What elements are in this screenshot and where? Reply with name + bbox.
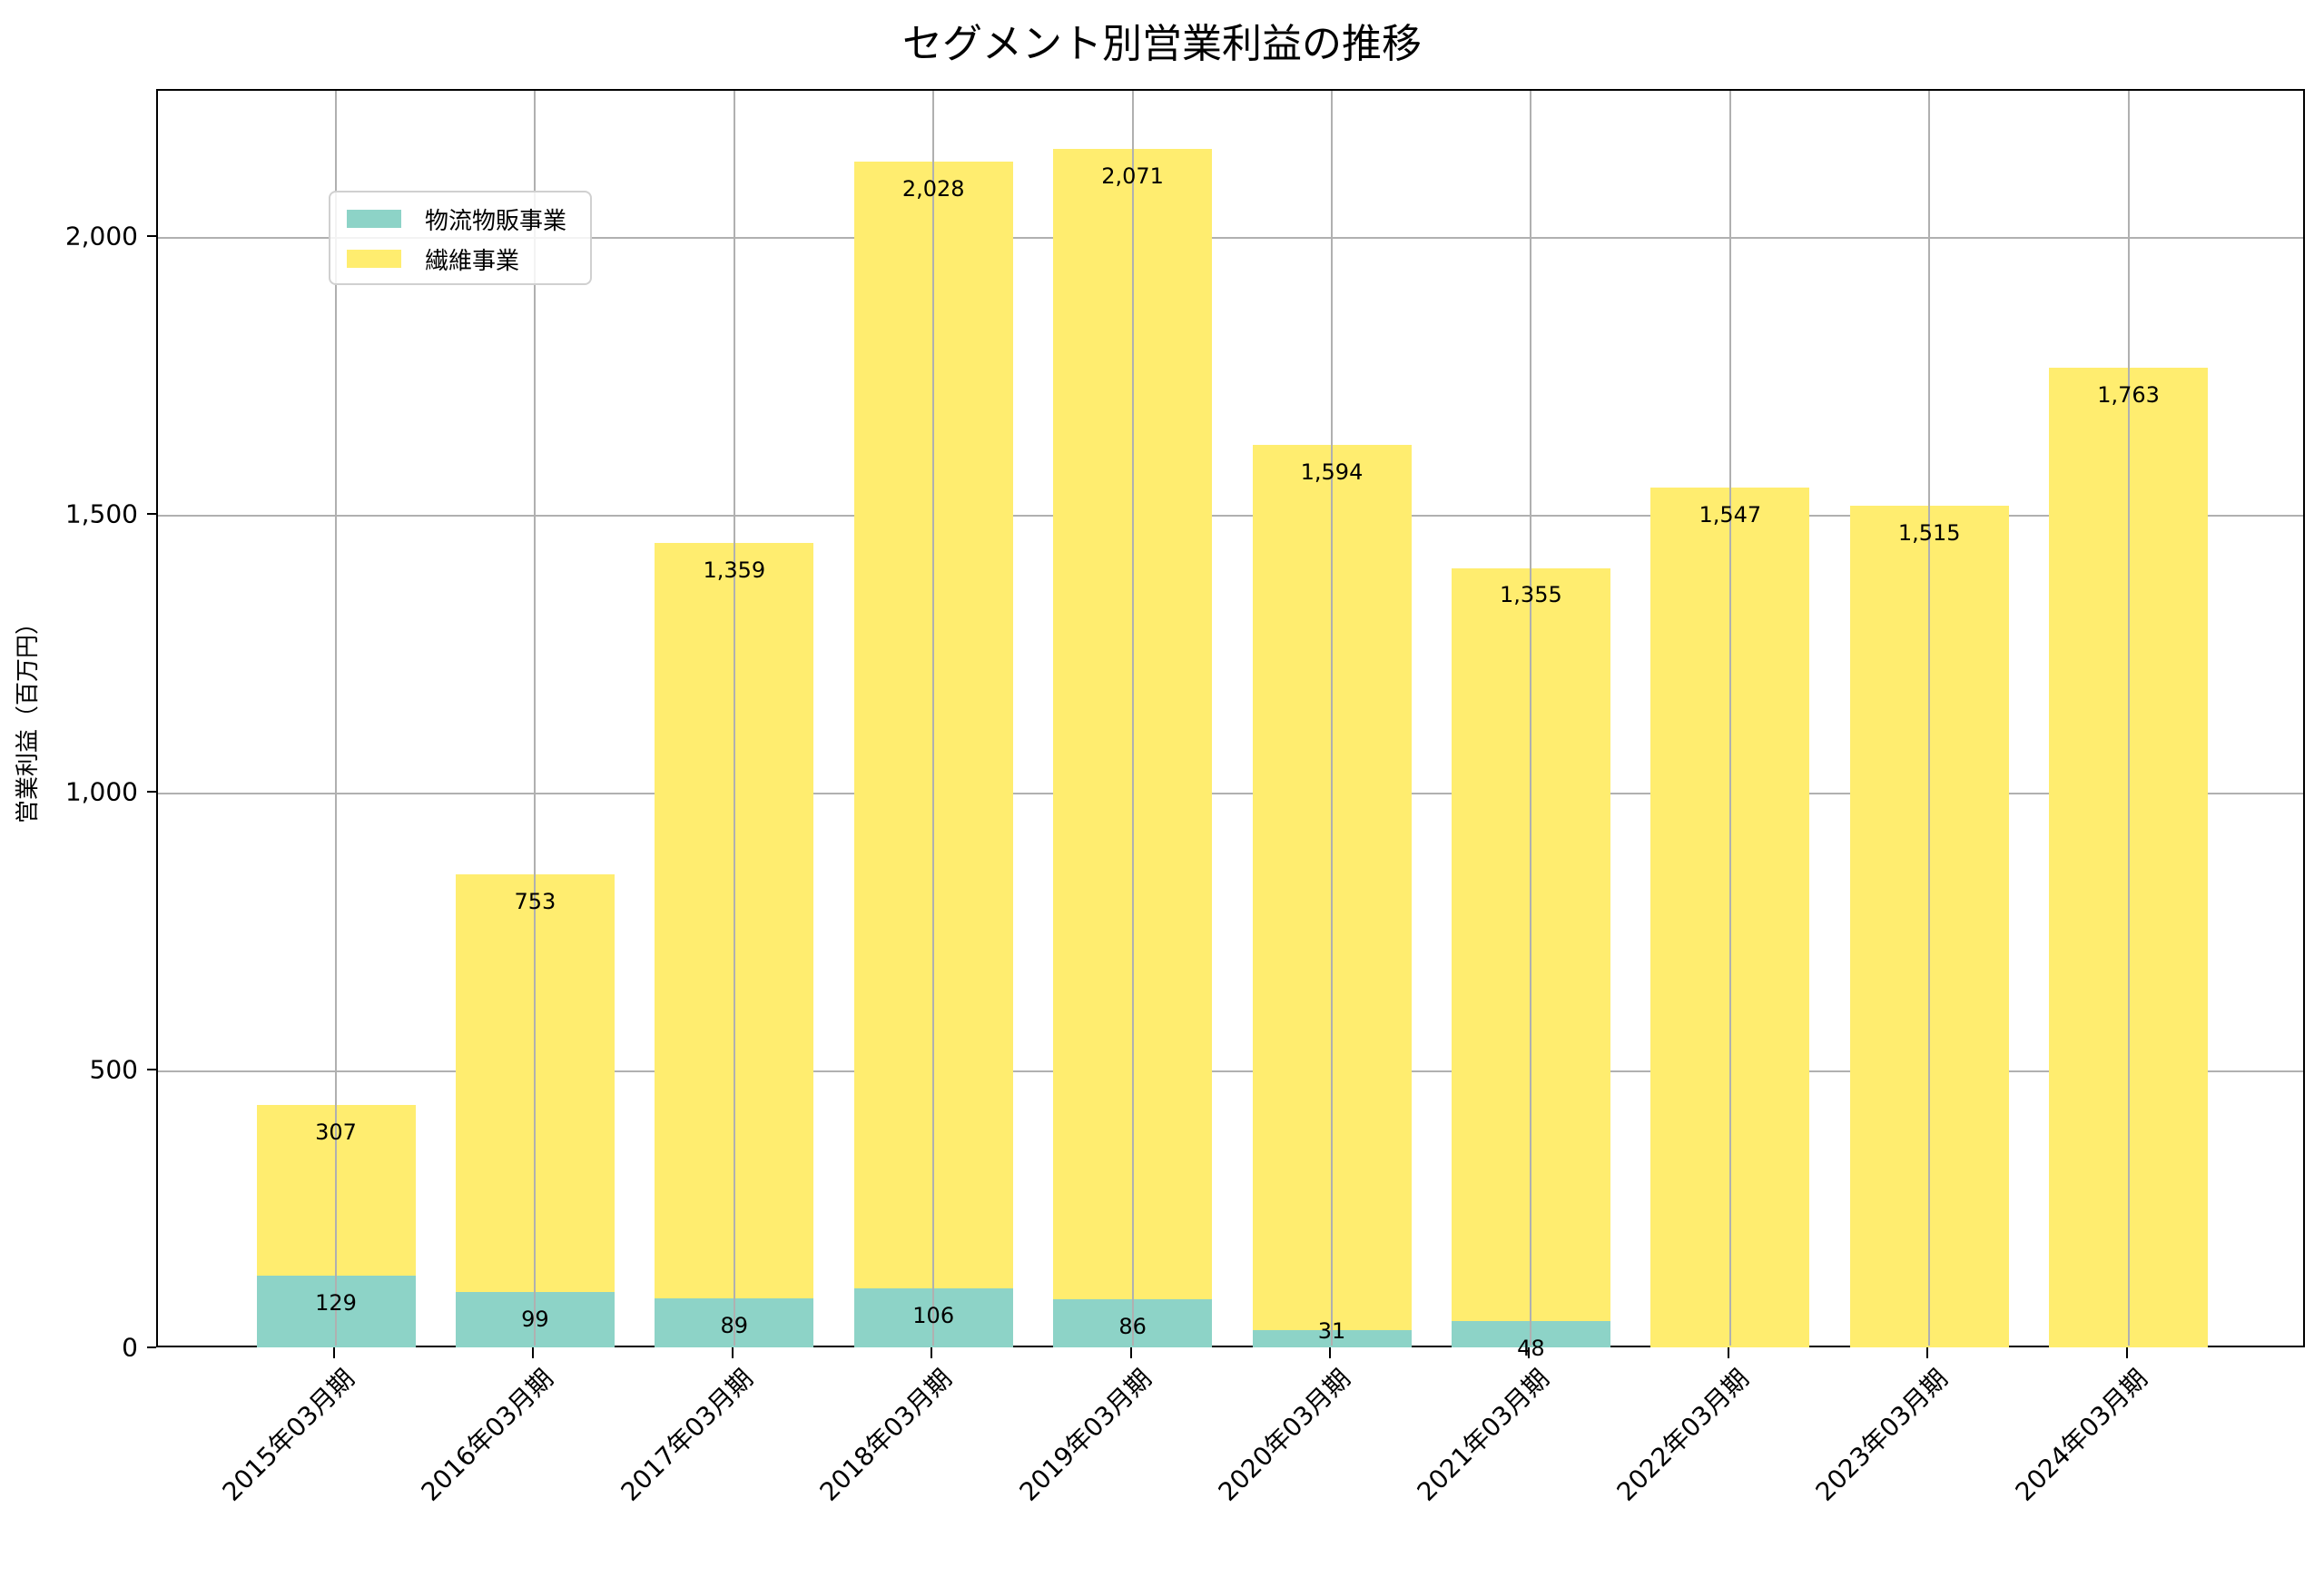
gridline-horizontal	[158, 515, 2303, 518]
x-tick-label: 2021年03月期	[1411, 1363, 1556, 1507]
x-tick-label: 2018年03月期	[813, 1363, 959, 1507]
x-tick-mark	[1528, 1347, 1531, 1358]
chart-title: セグメント別営業利益の推移	[902, 21, 1422, 67]
gridline-vertical	[534, 91, 537, 1346]
data-label: 1,355	[1500, 582, 1562, 608]
x-tick-mark	[333, 1347, 335, 1358]
gridline-vertical	[1928, 91, 1931, 1346]
data-label: 48	[1517, 1335, 1545, 1361]
x-tick-label: 2022年03月期	[1610, 1363, 1755, 1507]
plot-area: 物流物販事業 繊維事業 129 307 99 753 89 1,359 106 2,028 86…	[156, 89, 2305, 1361]
x-tick-label: 2023年03月期	[1809, 1363, 1955, 1507]
gridline-vertical	[2127, 91, 2130, 1346]
gridline-vertical	[1331, 91, 1333, 1346]
legend: 物流物販事業 繊維事業	[329, 191, 592, 285]
gridline-vertical	[932, 91, 935, 1346]
gridline-vertical	[733, 91, 735, 1346]
data-label: 307	[315, 1119, 357, 1146]
gridline-horizontal	[158, 1070, 2303, 1073]
data-label: 129	[315, 1290, 357, 1317]
y-tick-label: 2,000	[64, 221, 138, 251]
data-label: 753	[514, 888, 556, 914]
data-label: 89	[720, 1312, 749, 1338]
data-label: 1,763	[2097, 382, 2160, 409]
x-tick-label: 2015年03月期	[216, 1363, 360, 1507]
y-tick-mark	[147, 513, 156, 516]
legend-item-logistics: 物流物販事業	[347, 205, 566, 235]
x-tick-mark	[1329, 1347, 1331, 1358]
y-tick-mark	[147, 791, 156, 794]
y-tick-mark	[147, 1069, 156, 1071]
x-tick-label: 2024年03月期	[2009, 1363, 2153, 1507]
y-tick-mark	[147, 1346, 156, 1348]
gridline-horizontal	[158, 793, 2303, 795]
legend-label-logistics: 物流物販事業	[425, 207, 567, 235]
gridline-vertical	[1530, 91, 1532, 1346]
data-label: 106	[912, 1303, 955, 1329]
gridline-horizontal	[158, 237, 2303, 240]
data-label: 1,359	[703, 557, 766, 583]
data-label: 99	[521, 1307, 549, 1333]
y-tick-label: 0	[122, 1332, 138, 1363]
x-tick-mark	[731, 1347, 734, 1358]
legend-swatch-textile	[347, 250, 401, 268]
x-tick-label: 2020年03月期	[1212, 1363, 1356, 1507]
y-tick-label: 1,000	[64, 776, 138, 807]
legend-swatch-logistics	[347, 210, 401, 228]
x-tick-mark	[1129, 1347, 1132, 1358]
data-label: 1,515	[1897, 519, 1961, 546]
gridline-vertical	[1728, 91, 1731, 1346]
legend-label-textile: 繊維事業	[425, 247, 520, 275]
data-label: 2,028	[901, 176, 965, 202]
x-tick-mark	[532, 1347, 535, 1358]
x-tick-mark	[2125, 1347, 2128, 1358]
data-label: 86	[1118, 1314, 1147, 1340]
x-tick-label: 2017年03月期	[615, 1363, 759, 1507]
x-tick-mark	[1727, 1347, 1729, 1358]
gridline-vertical	[335, 91, 337, 1346]
data-label: 2,071	[1101, 163, 1164, 190]
y-tick-label: 500	[89, 1054, 138, 1085]
x-tick-mark	[1926, 1347, 1929, 1358]
x-tick-mark	[931, 1347, 933, 1358]
data-label: 31	[1317, 1318, 1346, 1344]
y-tick-label: 1,500	[64, 498, 138, 529]
data-label: 1,594	[1300, 459, 1364, 485]
x-tick-label: 2016年03月期	[415, 1363, 560, 1507]
gridline-vertical	[1131, 91, 1134, 1346]
legend-item-textile: 繊維事業	[347, 245, 519, 275]
x-tick-label: 2019年03月期	[1013, 1363, 1157, 1507]
y-tick-mark	[147, 235, 156, 238]
data-label: 1,547	[1699, 502, 1762, 528]
